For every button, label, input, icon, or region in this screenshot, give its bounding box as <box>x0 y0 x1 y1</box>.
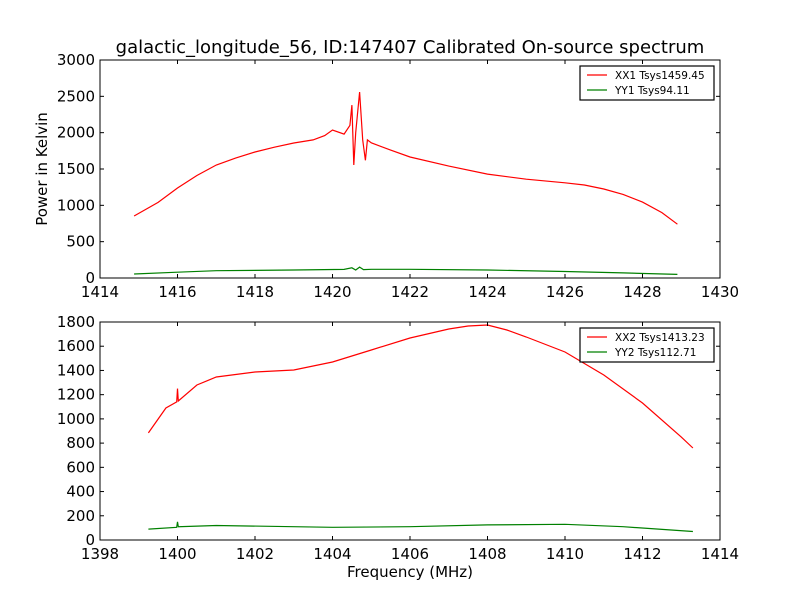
subplot-1: 1414 1416 1418 1420 1422 1424 1426 1428 1430 0 500… <box>33 37 739 301</box>
y-tick-label: 2000 <box>57 124 95 142</box>
x-tick-label: 1416 <box>158 283 196 301</box>
x-tick-label: 1400 <box>158 545 196 563</box>
x-tick-label: 1428 <box>623 283 661 301</box>
x-axis-label: Frequency (MHz) <box>347 563 473 581</box>
y-tick-label: 1600 <box>57 337 95 355</box>
legend: XX1 Tsys1459.45 YY1 Tsys94.11 <box>579 65 715 101</box>
y-tick-label: 500 <box>66 233 95 251</box>
legend-box <box>579 65 715 101</box>
x-tick-label: 1414 <box>81 283 119 301</box>
y-tick-label: 0 <box>85 269 95 287</box>
x-tick-label: 1402 <box>236 545 274 563</box>
y-tick-label: 2500 <box>57 87 95 105</box>
y-tick-label: 1800 <box>57 313 95 331</box>
y-tick-label: 0 <box>85 531 95 549</box>
y-axis-label: Power in Kelvin <box>33 112 51 226</box>
legend: XX2 Tsys1413.23 YY2 Tsys112.71 <box>579 327 715 363</box>
y-tick-label: 1400 <box>57 361 95 379</box>
y-tick-label: 1000 <box>57 410 95 428</box>
x-tick-label: 1422 <box>391 283 429 301</box>
x-tick-label: 1398 <box>81 545 119 563</box>
legend-label: XX2 Tsys1413.23 <box>615 332 705 344</box>
series-line-yy1 <box>134 266 678 275</box>
x-tick-label: 1406 <box>391 545 429 563</box>
y-tick-label: 1200 <box>57 386 95 404</box>
legend-label: YY1 Tsys94.11 <box>614 85 690 97</box>
y-tick-label: 800 <box>66 434 95 452</box>
x-tick-label: 1418 <box>236 283 274 301</box>
legend-label: XX1 Tsys1459.45 <box>615 70 705 82</box>
y-tick-label: 200 <box>66 507 95 525</box>
legend-label: YY2 Tsys112.71 <box>614 347 696 359</box>
x-tick-label: 1412 <box>623 545 661 563</box>
x-tick-label: 1408 <box>468 545 506 563</box>
legend-box <box>579 327 715 363</box>
y-tick-label: 1000 <box>57 196 95 214</box>
y-tick-label: 600 <box>66 458 95 476</box>
series-line-xx1 <box>133 91 678 225</box>
y-tick-label: 1500 <box>57 160 95 178</box>
x-tick-label: 1420 <box>313 283 351 301</box>
x-tick-label: 1424 <box>468 283 506 301</box>
y-tick-label: 3000 <box>57 51 95 69</box>
subplot-2: 1398 1400 1402 1404 1406 1408 1410 1412 1414 0 200… <box>57 313 739 581</box>
chart-title: galactic_longitude_56, ID:147407 Calibra… <box>116 37 705 58</box>
x-tick-label: 1426 <box>546 283 584 301</box>
x-tick-label: 1414 <box>701 545 739 563</box>
series-line-yy2 <box>148 521 693 533</box>
x-tick-label: 1430 <box>701 283 739 301</box>
x-tick-label: 1410 <box>546 545 584 563</box>
x-tick-label: 1404 <box>313 545 351 563</box>
y-tick-label: 400 <box>66 483 95 501</box>
series-line-xx2 <box>147 324 694 449</box>
